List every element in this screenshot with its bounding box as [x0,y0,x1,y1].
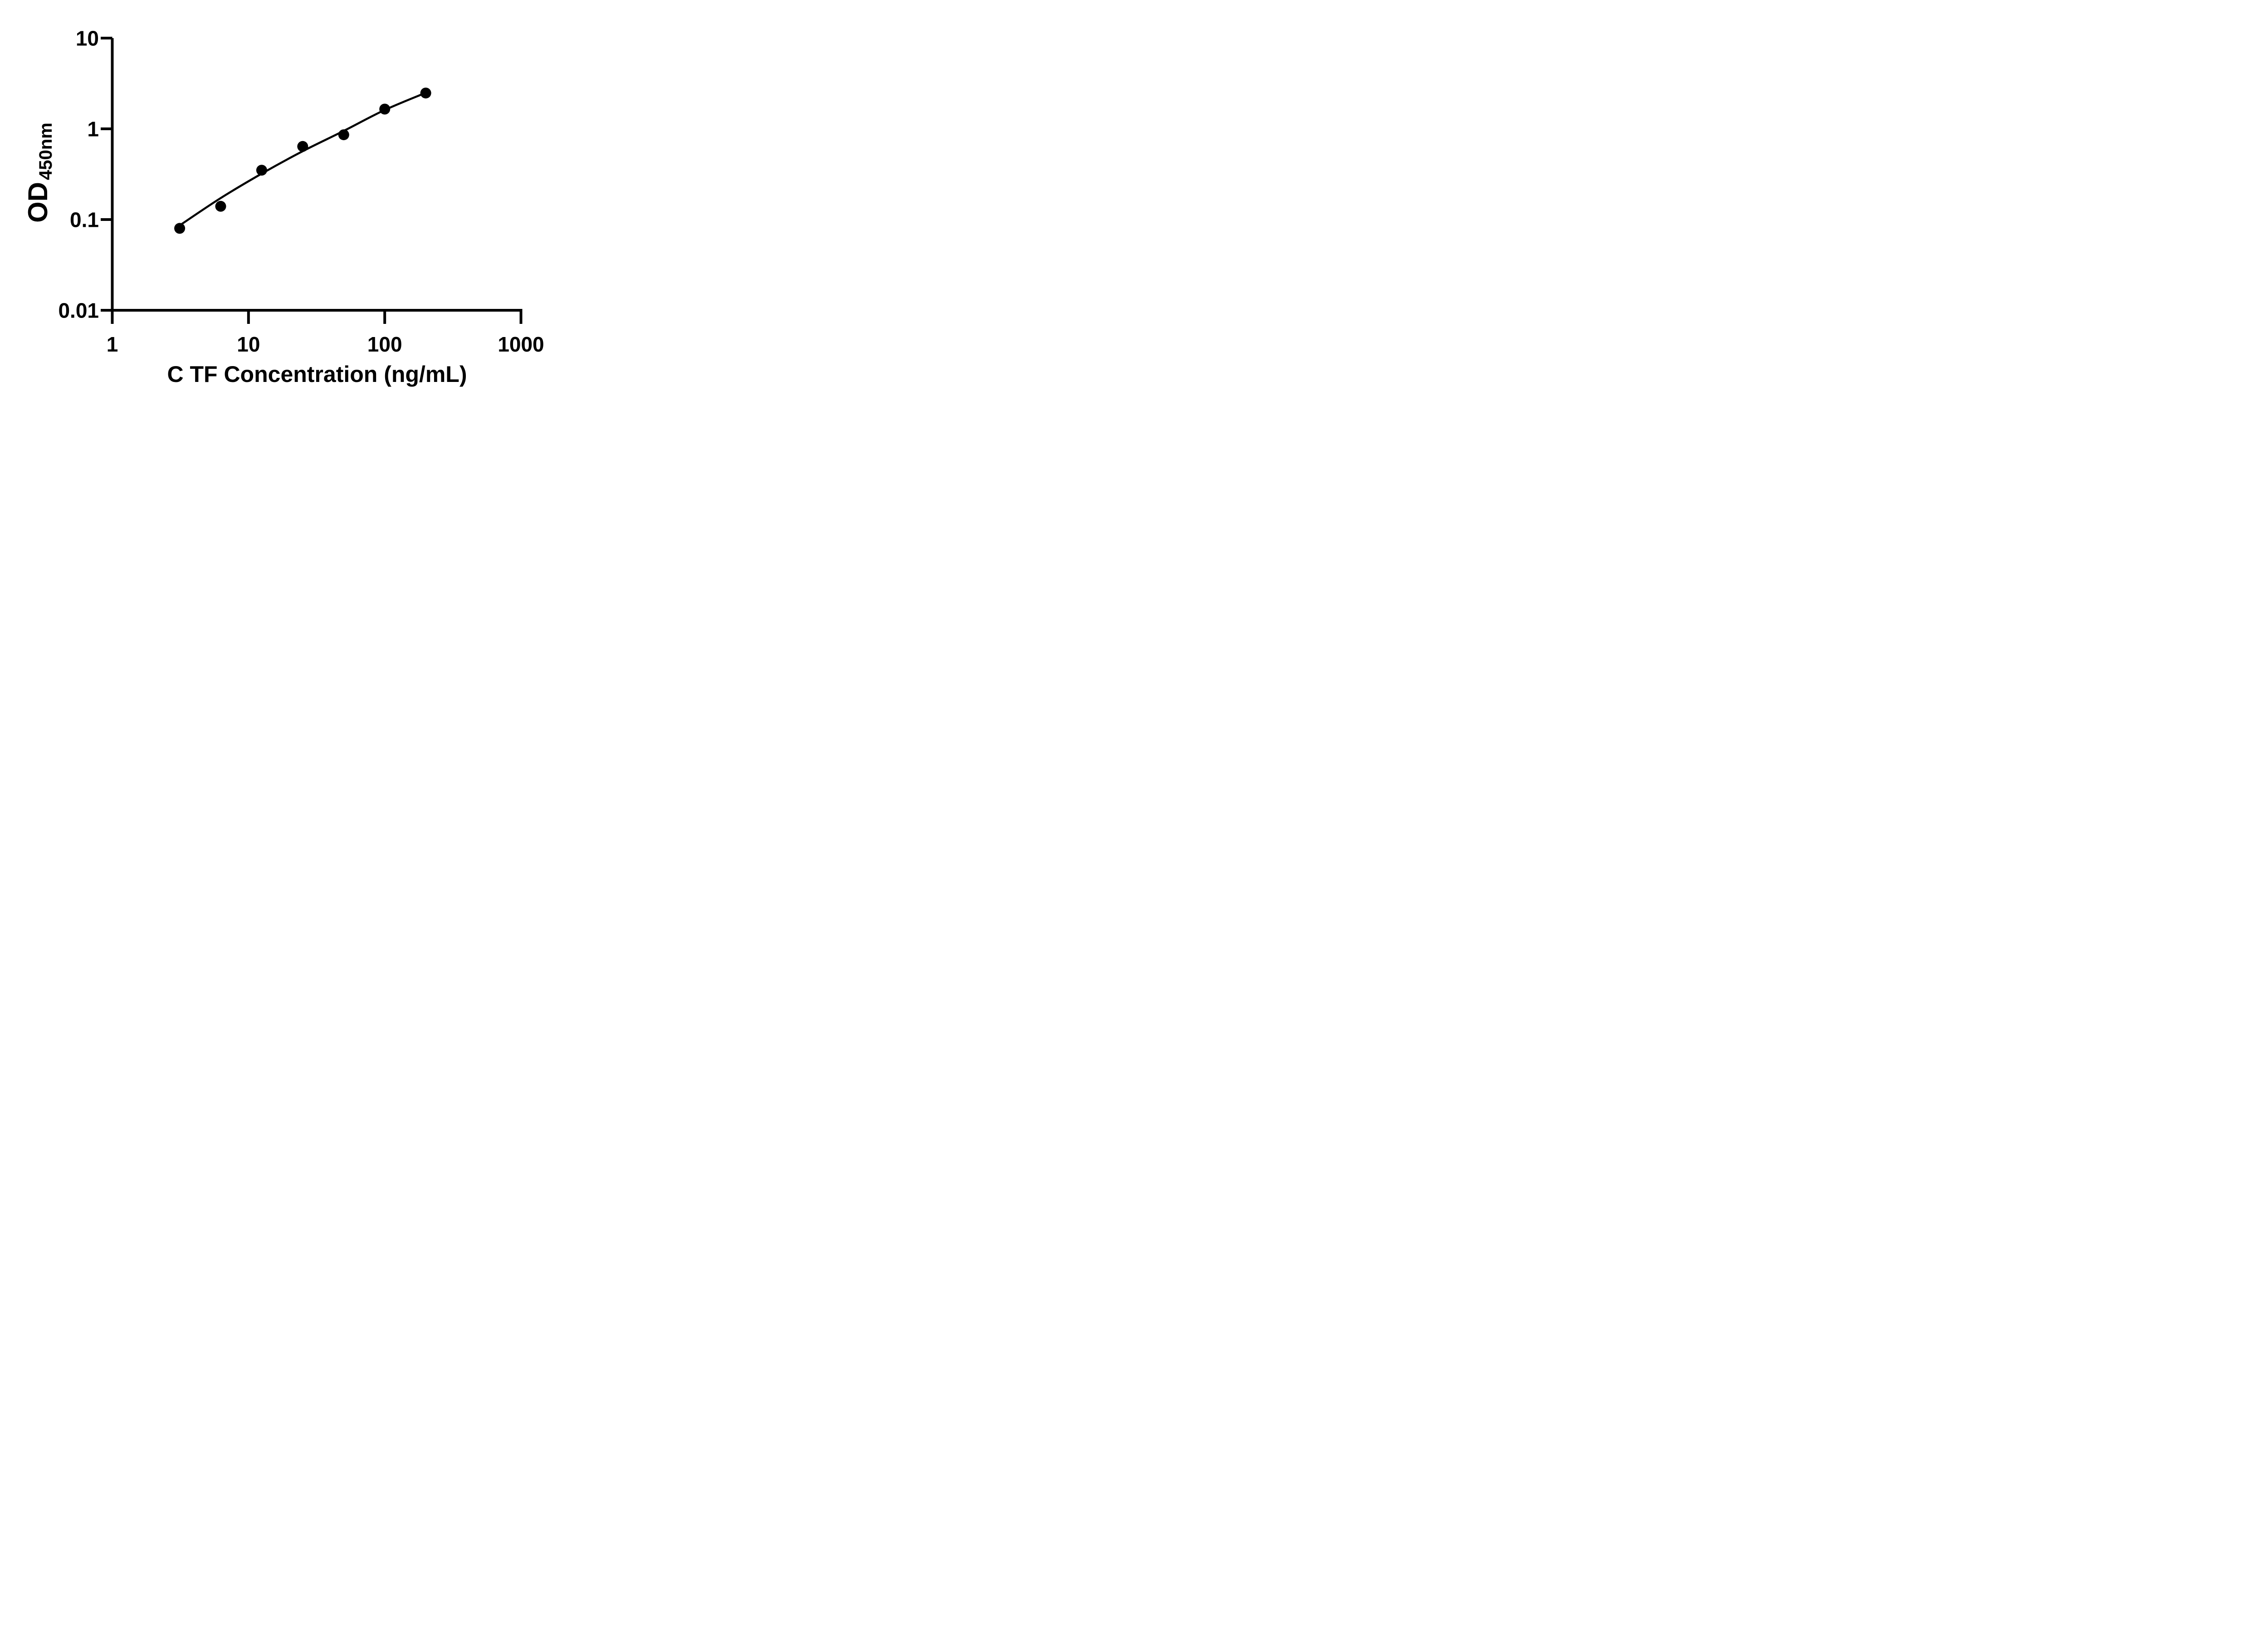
data-point [256,165,267,176]
y-axis-tick-labels: 10 1 0.1 0.01 [58,27,99,323]
y-axis-ticks [101,37,112,312]
y-axis-title-base: OD [23,182,53,223]
y-tick-label: 10 [76,27,99,50]
x-axis-title: C TF Concentration (ng/mL) [167,362,467,387]
data-point [379,103,391,115]
axes [111,38,523,312]
x-tick-label: 1000 [498,332,544,356]
data-point [338,129,349,141]
x-axis-ticks [111,310,523,324]
data-point [420,88,431,99]
x-tick-label: 1 [107,332,118,356]
data-point [174,223,186,234]
x-axis-tick-labels: 1 10 100 1000 [107,332,544,356]
y-tick-label: 0.01 [58,299,99,323]
y-axis-title-subscript: 450nm [36,122,56,180]
elisa-standard-curve-figure: 10 1 0.1 0.01 1 10 100 1000 C TF Concentration… [0,0,583,408]
data-point [215,200,226,212]
data-point [297,141,308,152]
x-tick-label: 10 [237,332,260,356]
data-points [174,88,431,234]
standard-curve-plot: 10 1 0.1 0.01 1 10 100 1000 C TF Concentration… [23,27,544,387]
y-tick-label: 1 [87,117,99,141]
y-tick-label: 0.1 [70,208,99,232]
x-tick-label: 100 [367,332,402,356]
